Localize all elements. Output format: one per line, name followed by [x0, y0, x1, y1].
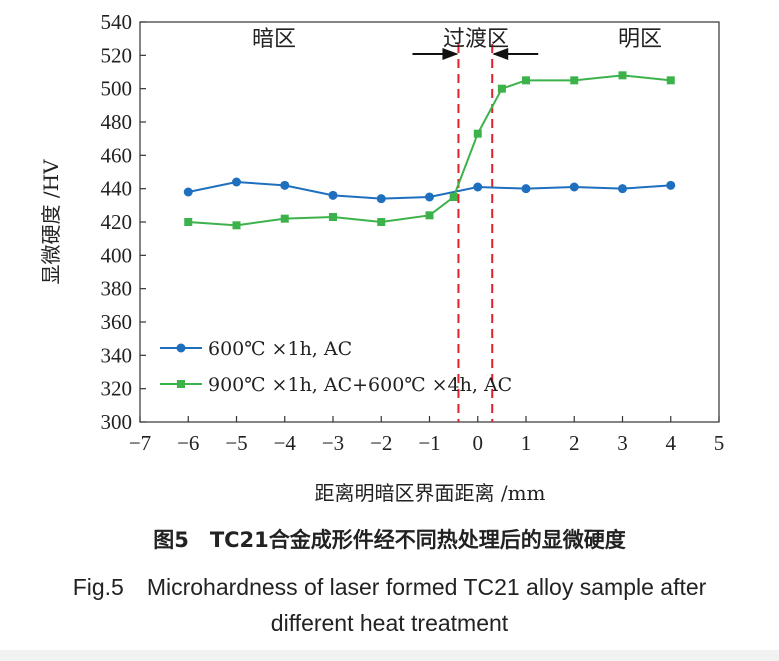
- x-tick-label: 2: [569, 431, 580, 455]
- series-2-point: [377, 218, 386, 226]
- bottom-strip: [0, 650, 779, 661]
- series-1-point: [232, 177, 241, 187]
- series-2-point: [449, 193, 458, 201]
- x-tick-label: −5: [225, 431, 247, 455]
- y-axis-title: 显微硬度 /HV: [39, 159, 63, 285]
- y-tick-label: 420: [101, 210, 133, 234]
- y-tick-label: 460: [101, 143, 133, 167]
- series-1-point: [473, 182, 483, 192]
- x-tick-label: −1: [418, 431, 440, 455]
- series-2-point: [232, 221, 241, 230]
- x-tick-label: 5: [714, 431, 725, 455]
- series-1-point: [666, 180, 676, 190]
- x-tick-label: 0: [473, 431, 484, 455]
- figure-caption-en-line2: different heat treatment: [270, 610, 509, 636]
- legend-label-series-2: 900℃ ×1h, AC+600℃ ×4h, AC: [208, 374, 512, 396]
- x-tick-label: −7: [129, 431, 151, 455]
- x-tick-label: 3: [617, 431, 628, 455]
- region-label-bright: 明区: [618, 27, 662, 52]
- legend-label-series-1: 600℃ ×1h, AC: [208, 338, 352, 360]
- y-tick-label: 360: [101, 310, 133, 334]
- series-1-point: [376, 194, 386, 204]
- plot-frame: [139, 21, 720, 423]
- series-1-point: [521, 184, 531, 194]
- legend-marker-series-1: [176, 343, 186, 353]
- legend: 600℃ ×1h, AC 900℃ ×1h, AC+600℃ ×4h, AC: [160, 338, 512, 396]
- x-tick-label: −6: [177, 431, 199, 455]
- x-tick-label: 1: [521, 431, 532, 455]
- series-2-point: [618, 71, 627, 80]
- series-2-point: [497, 84, 506, 93]
- y-tick-label: 300: [101, 410, 133, 434]
- series-1-point: [618, 184, 627, 194]
- y-tick-label: 320: [101, 377, 133, 401]
- y-tick-label: 500: [101, 77, 133, 101]
- series-1-point: [328, 190, 338, 200]
- y-tick-label: 400: [101, 243, 133, 267]
- y-tick-label: 440: [101, 177, 133, 201]
- x-tick-label: −3: [322, 431, 344, 455]
- series-2-point: [329, 213, 337, 221]
- x-axis: −7 −6 −5 −4 −3 −2 −1 0 1 2 3 4 5: [129, 416, 724, 455]
- y-tick-label: 340: [101, 343, 133, 367]
- y-tick-label: 540: [101, 10, 133, 34]
- region-label-transition: 过渡区: [443, 27, 509, 52]
- arrow-right-head: [492, 48, 509, 60]
- series-2-point: [184, 218, 193, 226]
- arrow-left-head: [442, 48, 459, 60]
- series-line-2: [188, 74, 671, 227]
- series-2-point: [666, 76, 675, 85]
- x-tick-label: 4: [666, 431, 677, 455]
- hardness-chart: 300320340360380400420440460480500520540 …: [39, 10, 724, 505]
- series-2-point: [425, 211, 434, 220]
- x-tick-label: −4: [274, 431, 297, 455]
- series-1-point: [280, 180, 290, 190]
- series-layer: [183, 71, 676, 230]
- figure-caption-cn: 图5 TC21合金成形件经不同热处理后的显微硬度: [153, 528, 626, 552]
- series-2-point: [570, 76, 579, 85]
- region-label-dark: 暗区: [252, 27, 296, 52]
- figure-caption-en-line1: Fig.5 Microhardness of laser formed TC21…: [72, 574, 707, 600]
- series-1-point: [183, 187, 193, 197]
- series-2-point: [522, 76, 530, 85]
- y-tick-label: 520: [101, 43, 133, 67]
- series-1-point: [425, 192, 434, 202]
- boundary-lines: [457, 44, 494, 422]
- series-2-point: [473, 129, 482, 138]
- series-1-point: [569, 182, 579, 192]
- y-tick-label: 480: [101, 110, 133, 134]
- series-2-point: [280, 214, 289, 223]
- legend-marker-series-2: [177, 380, 185, 388]
- x-axis-title: 距离明暗区界面距离 /mm: [314, 481, 545, 505]
- y-tick-label: 380: [101, 277, 133, 301]
- x-tick-label: −2: [370, 431, 392, 455]
- y-axis: 300 320 340 360 380 400 420 440 460 480 500 520 540: [101, 10, 146, 434]
- transition-arrows: [412, 48, 539, 60]
